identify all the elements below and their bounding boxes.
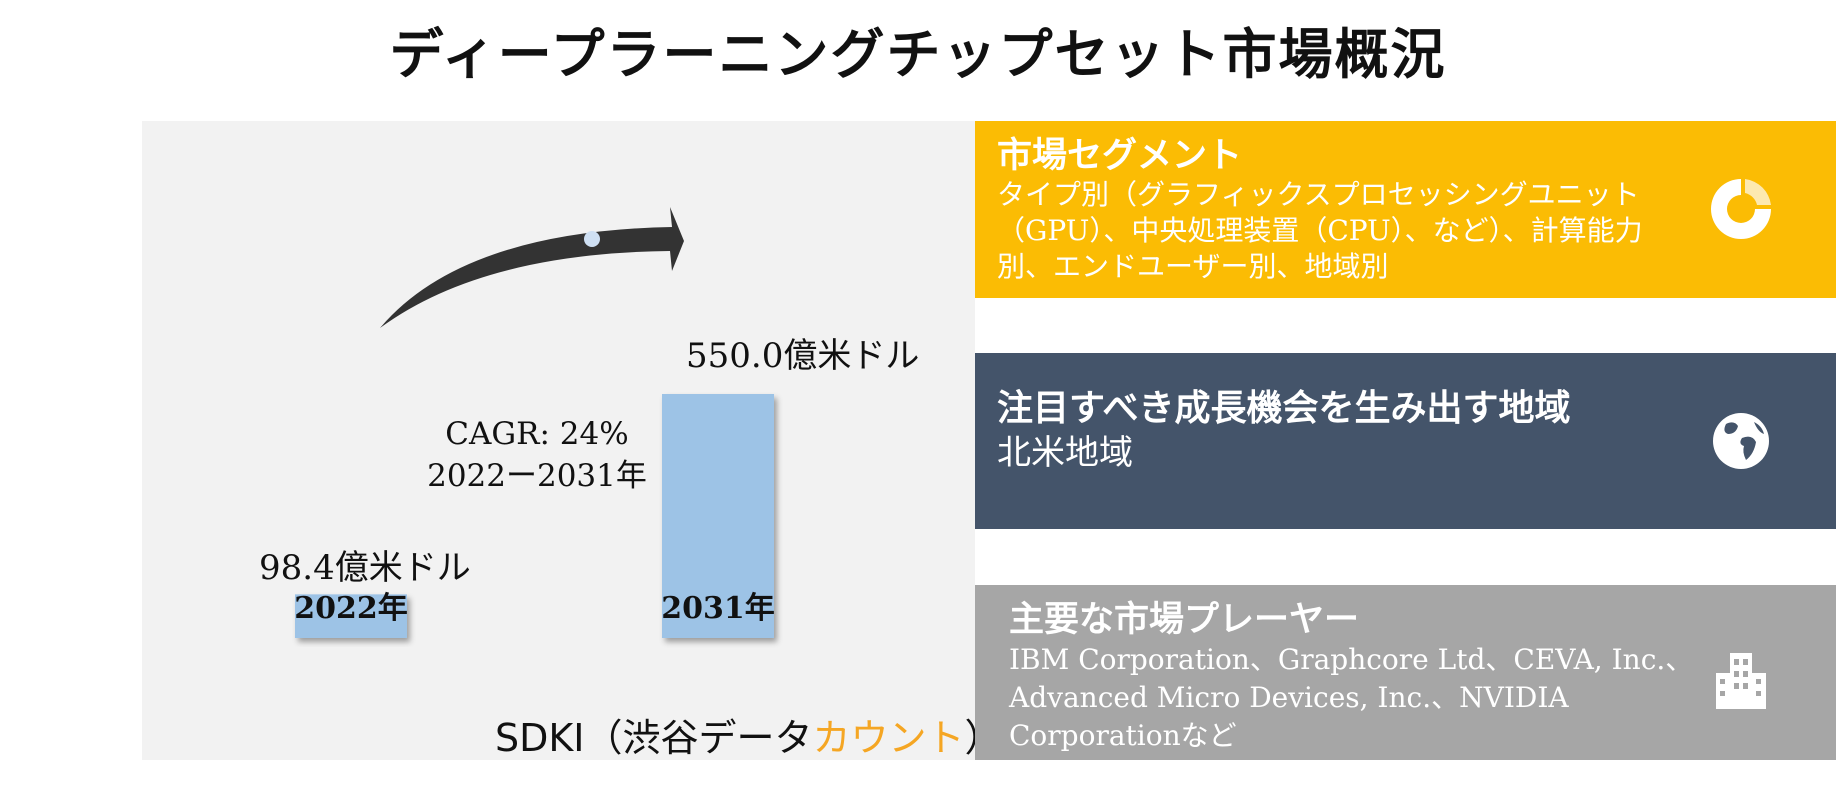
brand-prefix: SDKI（渋谷データ — [495, 716, 813, 760]
cagr-label: CAGR: 24% — [445, 416, 629, 452]
value-label-2022: 98.4億米ドル — [259, 548, 471, 589]
brand-credit: SDKI（渋谷データカウント） — [495, 707, 1003, 762]
players-body: IBM Corporation、Graphcore Ltd、CEVA, Inc.… — [1009, 643, 1694, 752]
region-card: 注目すべき成長機会を生み出す地域 北米地域 — [975, 353, 1836, 529]
bar-0 — [295, 594, 407, 638]
building-icon — [1716, 653, 1766, 709]
globe-icon — [1713, 413, 1769, 469]
players-card: 主要な市場プレーヤー IBM Corporation、Graphcore Ltd… — [975, 585, 1836, 760]
cagr-period: 2022ー2031年 — [427, 458, 647, 494]
region-body: 北米地域 — [997, 433, 1133, 473]
arrow-dot — [584, 231, 600, 247]
chart-panel: 2022年 2031年 98.4億米ドル 550.0億米ドル CAGR: 24% … — [142, 121, 1003, 760]
value-label-2031: 550.0億米ドル — [686, 336, 920, 376]
segment-body: タイプ別（グラフィックスプロセッシングユニット（GPU）、中央処理装置（CPU）… — [997, 178, 1643, 283]
growth-arrow — [380, 207, 684, 328]
region-title: 注目すべき成長機会を生み出す地域 — [997, 387, 1571, 429]
bar-chart: 2022年 2031年 — [294, 207, 775, 638]
cagr-annotation: CAGR: 24% 2022ー2031年 — [412, 413, 662, 497]
bar-1 — [662, 394, 774, 638]
segment-card: 市場セグメント タイプ別（グラフィックスプロセッシングユニット（GPU）、中央処… — [975, 121, 1836, 298]
players-title: 主要な市場プレーヤー — [1009, 599, 1360, 640]
page-title: ディープラーニングチップセット市場概況 — [389, 22, 1447, 86]
donut-chart-icon — [1711, 179, 1771, 239]
segment-title: 市場セグメント — [997, 135, 1243, 176]
category-label-0: 2022年 — [294, 591, 408, 626]
category-label-1: 2031年 — [661, 591, 775, 626]
brand-accent: カウント — [812, 716, 965, 760]
